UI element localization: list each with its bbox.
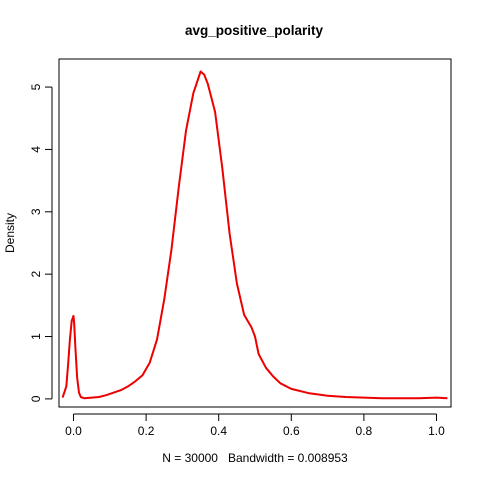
y-tick-label: 1 [29, 333, 43, 340]
x-tick-label: 0.2 [138, 424, 155, 438]
y-axis: 0 1 2 3 4 5 [29, 83, 53, 402]
y-axis-label: Density [3, 213, 17, 253]
x-tick-label: 1.0 [428, 424, 445, 438]
density-curve [61, 70, 448, 400]
x-axis: 0.0 0.2 0.4 0.6 0.8 1.0 [65, 413, 445, 438]
y-tick-label: 2 [29, 271, 43, 278]
x-axis-label: N = 30000 Bandwidth = 0.008953 [162, 451, 348, 465]
y-tick-label: 3 [29, 208, 43, 215]
chart-title: avg_positive_polarity [185, 23, 324, 38]
x-tick-label: 0.4 [210, 424, 227, 438]
x-tick-label: 0.0 [65, 424, 82, 438]
y-tick-label: 5 [29, 83, 43, 90]
y-tick-label: 4 [29, 146, 43, 153]
x-tick-label: 0.8 [356, 424, 373, 438]
plot-frame [58, 58, 452, 408]
x-tick-label: 0.6 [283, 424, 300, 438]
y-tick-label: 0 [29, 395, 43, 402]
